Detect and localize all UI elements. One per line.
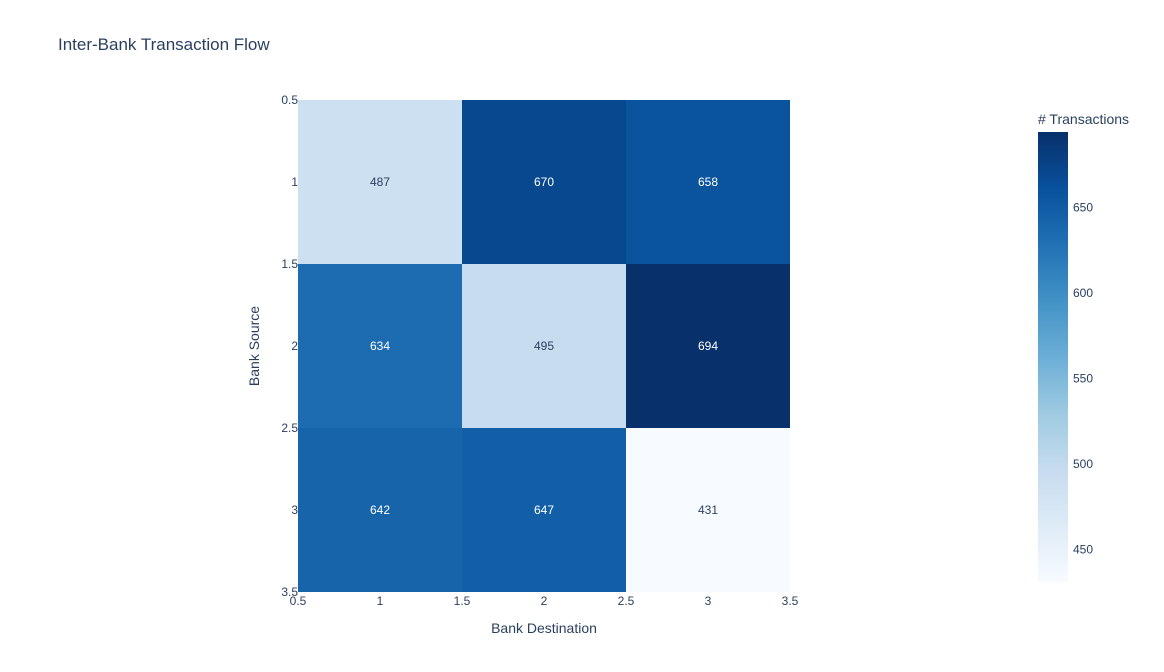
colorbar-tick-label: 550 — [1073, 371, 1093, 385]
y-axis-label: Bank Source — [246, 306, 262, 386]
x-tick-label: 3.5 — [782, 594, 799, 608]
heatmap-cell-r1-c3 — [626, 100, 790, 264]
cell-value-label-r3-c2: 647 — [534, 503, 554, 517]
heatmap-cell-r1-c1 — [298, 100, 462, 264]
colorbar-tick-label: 650 — [1073, 200, 1093, 214]
y-tick-label: 0.5 — [281, 93, 298, 107]
heatmap-cells — [298, 100, 790, 592]
heatmap-cell-r2-c1 — [298, 264, 462, 428]
chart-title: Inter-Bank Transaction Flow — [58, 35, 270, 54]
x-axis-label: Bank Destination — [491, 620, 597, 636]
cell-value-label-r1-c3: 658 — [698, 175, 718, 189]
heatmap-cell-r2-c3 — [626, 264, 790, 428]
heatmap-cell-labels: 487 670 658 634 495 694 642 647 431 — [370, 175, 718, 517]
cell-value-label-r2-c2: 495 — [534, 339, 554, 353]
x-tick-label: 2 — [541, 594, 548, 608]
colorbar: # Transactions 450 500 550 600 650 — [1038, 111, 1129, 582]
x-tick-label: 2.5 — [618, 594, 635, 608]
colorbar-title: # Transactions — [1038, 111, 1129, 127]
heatmap-cell-r3-c3 — [626, 428, 790, 592]
x-tick-label: 1.5 — [454, 594, 471, 608]
cell-value-label-r3-c3: 431 — [698, 503, 718, 517]
cell-value-label-r2-c1: 634 — [370, 339, 390, 353]
colorbar-tick-label: 500 — [1073, 457, 1093, 471]
cell-value-label-r3-c1: 642 — [370, 503, 390, 517]
heatmap-cell-r2-c2 — [462, 264, 626, 428]
x-tick-label: 3 — [705, 594, 712, 608]
y-tick-label: 3 — [291, 503, 298, 517]
cell-value-label-r1-c2: 670 — [534, 175, 554, 189]
x-axis-ticks: 0.5 1 1.5 2 2.5 3 3.5 — [290, 594, 799, 608]
y-tick-label: 2.5 — [281, 421, 298, 435]
y-tick-label: 1 — [291, 175, 298, 189]
heatmap-cell-r3-c1 — [298, 428, 462, 592]
colorbar-ticks: 450 500 550 600 650 — [1073, 200, 1093, 556]
cell-value-label-r1-c1: 487 — [370, 175, 390, 189]
x-tick-label: 1 — [377, 594, 384, 608]
colorbar-tick-label: 450 — [1073, 542, 1093, 556]
heatmap-cell-r1-c2 — [462, 100, 626, 264]
colorbar-gradient — [1038, 132, 1068, 582]
y-tick-label: 2 — [291, 339, 298, 353]
x-tick-label: 0.5 — [290, 594, 307, 608]
heatmap-cell-r3-c2 — [462, 428, 626, 592]
y-tick-label: 3.5 — [281, 585, 298, 599]
y-tick-label: 1.5 — [281, 257, 298, 271]
cell-value-label-r2-c3: 694 — [698, 339, 718, 353]
y-axis-ticks: 0.5 1 1.5 2 2.5 3 3.5 — [281, 93, 298, 599]
colorbar-tick-label: 600 — [1073, 286, 1093, 300]
